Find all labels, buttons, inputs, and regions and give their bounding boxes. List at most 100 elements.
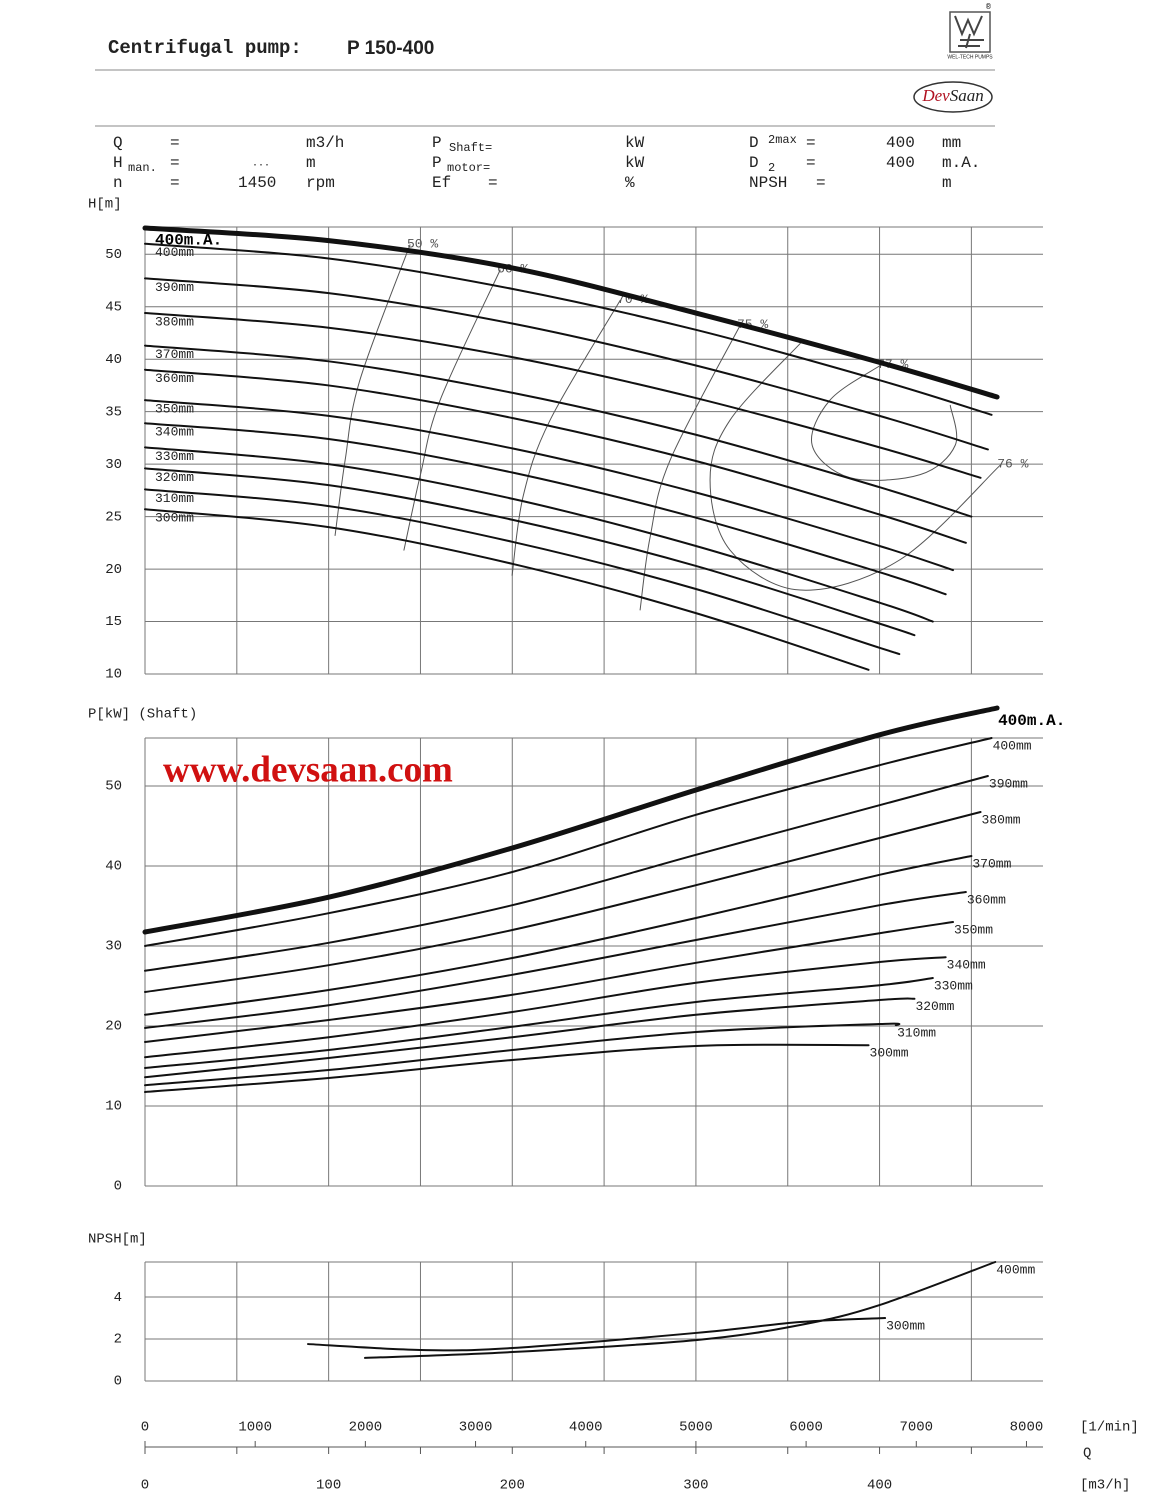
head-curve — [144, 1043, 870, 1093]
x2-tick-label: 1000 — [238, 1420, 272, 1436]
series-label: 380mm — [155, 314, 194, 329]
y-axis-label: H[m] — [88, 197, 122, 213]
title: Centrifugal pump: — [108, 37, 302, 59]
info: Shaft= — [449, 141, 492, 155]
series-label: 340mm — [947, 958, 986, 973]
info: m.A. — [942, 154, 980, 172]
series-label: 370mm — [972, 856, 1011, 871]
head-curve — [144, 921, 955, 1043]
efficiency-label: 50 % — [407, 236, 438, 251]
series-label: 390mm — [989, 776, 1028, 791]
brand-oval — [913, 81, 993, 113]
head-curve — [144, 446, 934, 623]
info: = — [816, 174, 826, 192]
y-tick-label: 30 — [105, 939, 122, 955]
head-curve — [144, 977, 934, 1069]
y-tick-label: 45 — [105, 299, 122, 315]
watermark: www.devsaan.com — [163, 749, 453, 790]
brand: DevSaan — [921, 86, 983, 105]
series-label: 390mm — [155, 280, 194, 295]
head-curve — [144, 891, 967, 1029]
efficiency-curve — [709, 342, 1001, 591]
info: mm — [942, 134, 961, 152]
registered: ® — [986, 3, 991, 12]
y-tick-label: 30 — [105, 457, 122, 473]
model: P 150-400 — [347, 38, 434, 59]
info: 1450 — [238, 174, 276, 192]
head-curve — [142, 225, 1000, 400]
head-curve — [144, 737, 993, 947]
info: = — [170, 174, 180, 192]
y-tick-label: 0 — [114, 1374, 122, 1390]
head-curve — [144, 277, 989, 451]
series-label: 380mm — [982, 812, 1021, 827]
info: 2 — [768, 161, 775, 175]
info: m — [942, 174, 952, 192]
info: D — [749, 134, 759, 152]
series-label: 360mm — [967, 892, 1006, 907]
x2-axis-label: [1/min] — [1080, 1420, 1139, 1436]
series-label: 400mm — [993, 738, 1032, 753]
head-curve — [144, 467, 916, 637]
y-axis-label: NPSH[m] — [88, 1232, 147, 1248]
x2-tick-label: 4000 — [569, 1420, 603, 1436]
y-tick-label: 50 — [105, 779, 122, 795]
head-curve — [144, 855, 973, 1016]
info: ... — [252, 159, 270, 170]
x-tick-label: 300 — [683, 1478, 708, 1494]
y-tick-label: 40 — [105, 352, 122, 368]
series-label: 300mm — [886, 1318, 925, 1333]
info: NPSH — [749, 174, 787, 192]
series-label: 360mm — [155, 371, 194, 386]
head-curve — [144, 1022, 901, 1087]
head-curve — [144, 399, 955, 572]
head-curve — [144, 422, 947, 596]
series-label: 350mm — [954, 922, 993, 937]
x2-tick-label: 8000 — [1010, 1420, 1044, 1436]
series-label: 350mm — [155, 402, 194, 417]
info: kW — [625, 154, 645, 172]
y-tick-label: 20 — [105, 1019, 122, 1035]
info: % — [625, 174, 635, 192]
x2-tick-label: 2000 — [349, 1420, 383, 1436]
info: = — [806, 154, 816, 172]
head-curve — [144, 344, 973, 518]
head-curve — [144, 775, 989, 972]
y-tick-label: 0 — [114, 1179, 122, 1195]
x-axis-label: [m3/h] — [1080, 1478, 1130, 1494]
efficiency-curve — [639, 325, 741, 611]
info: 400 — [886, 134, 915, 152]
x-tick-label: 100 — [316, 1478, 341, 1494]
head-curve — [144, 956, 947, 1059]
info: 2max — [768, 133, 797, 147]
info-block: Q = m3/h P Shaft= kW D 2max = 400 mm H m… — [113, 133, 980, 192]
series-label: 330mm — [155, 449, 194, 464]
series-label: 330mm — [934, 978, 973, 993]
maker: WEL-TECH PUMPS — [947, 54, 993, 60]
info: Ef — [432, 174, 451, 192]
efficiency-curve — [334, 244, 411, 536]
head-curve — [144, 368, 967, 544]
y-tick-label: 50 — [105, 247, 122, 263]
x2-tick-label: 5000 — [679, 1420, 713, 1436]
maker-logo: ® WEL-TECH PUMPS — [947, 3, 993, 60]
efficiency-curve — [511, 299, 621, 576]
series-label: 400mm — [155, 245, 194, 260]
y-tick-label: 25 — [105, 509, 122, 525]
y-tick-label: 10 — [105, 667, 122, 683]
head-curve — [144, 997, 916, 1079]
y-tick-label: 2 — [114, 1332, 122, 1348]
head-curve — [144, 811, 982, 993]
series-label: 310mm — [897, 1026, 936, 1041]
y-tick-label: 40 — [105, 859, 122, 875]
series-label: 320mm — [155, 470, 194, 485]
info: P — [432, 134, 442, 152]
series-label: 310mm — [155, 491, 194, 506]
y-tick-label: 20 — [105, 562, 122, 578]
efficiency-label: 76 % — [997, 457, 1028, 472]
series-label: 320mm — [915, 999, 954, 1014]
info: = — [488, 174, 498, 192]
x-tick-label: 0 — [141, 1478, 149, 1494]
info: D — [749, 154, 759, 172]
head-curve — [364, 1261, 997, 1359]
